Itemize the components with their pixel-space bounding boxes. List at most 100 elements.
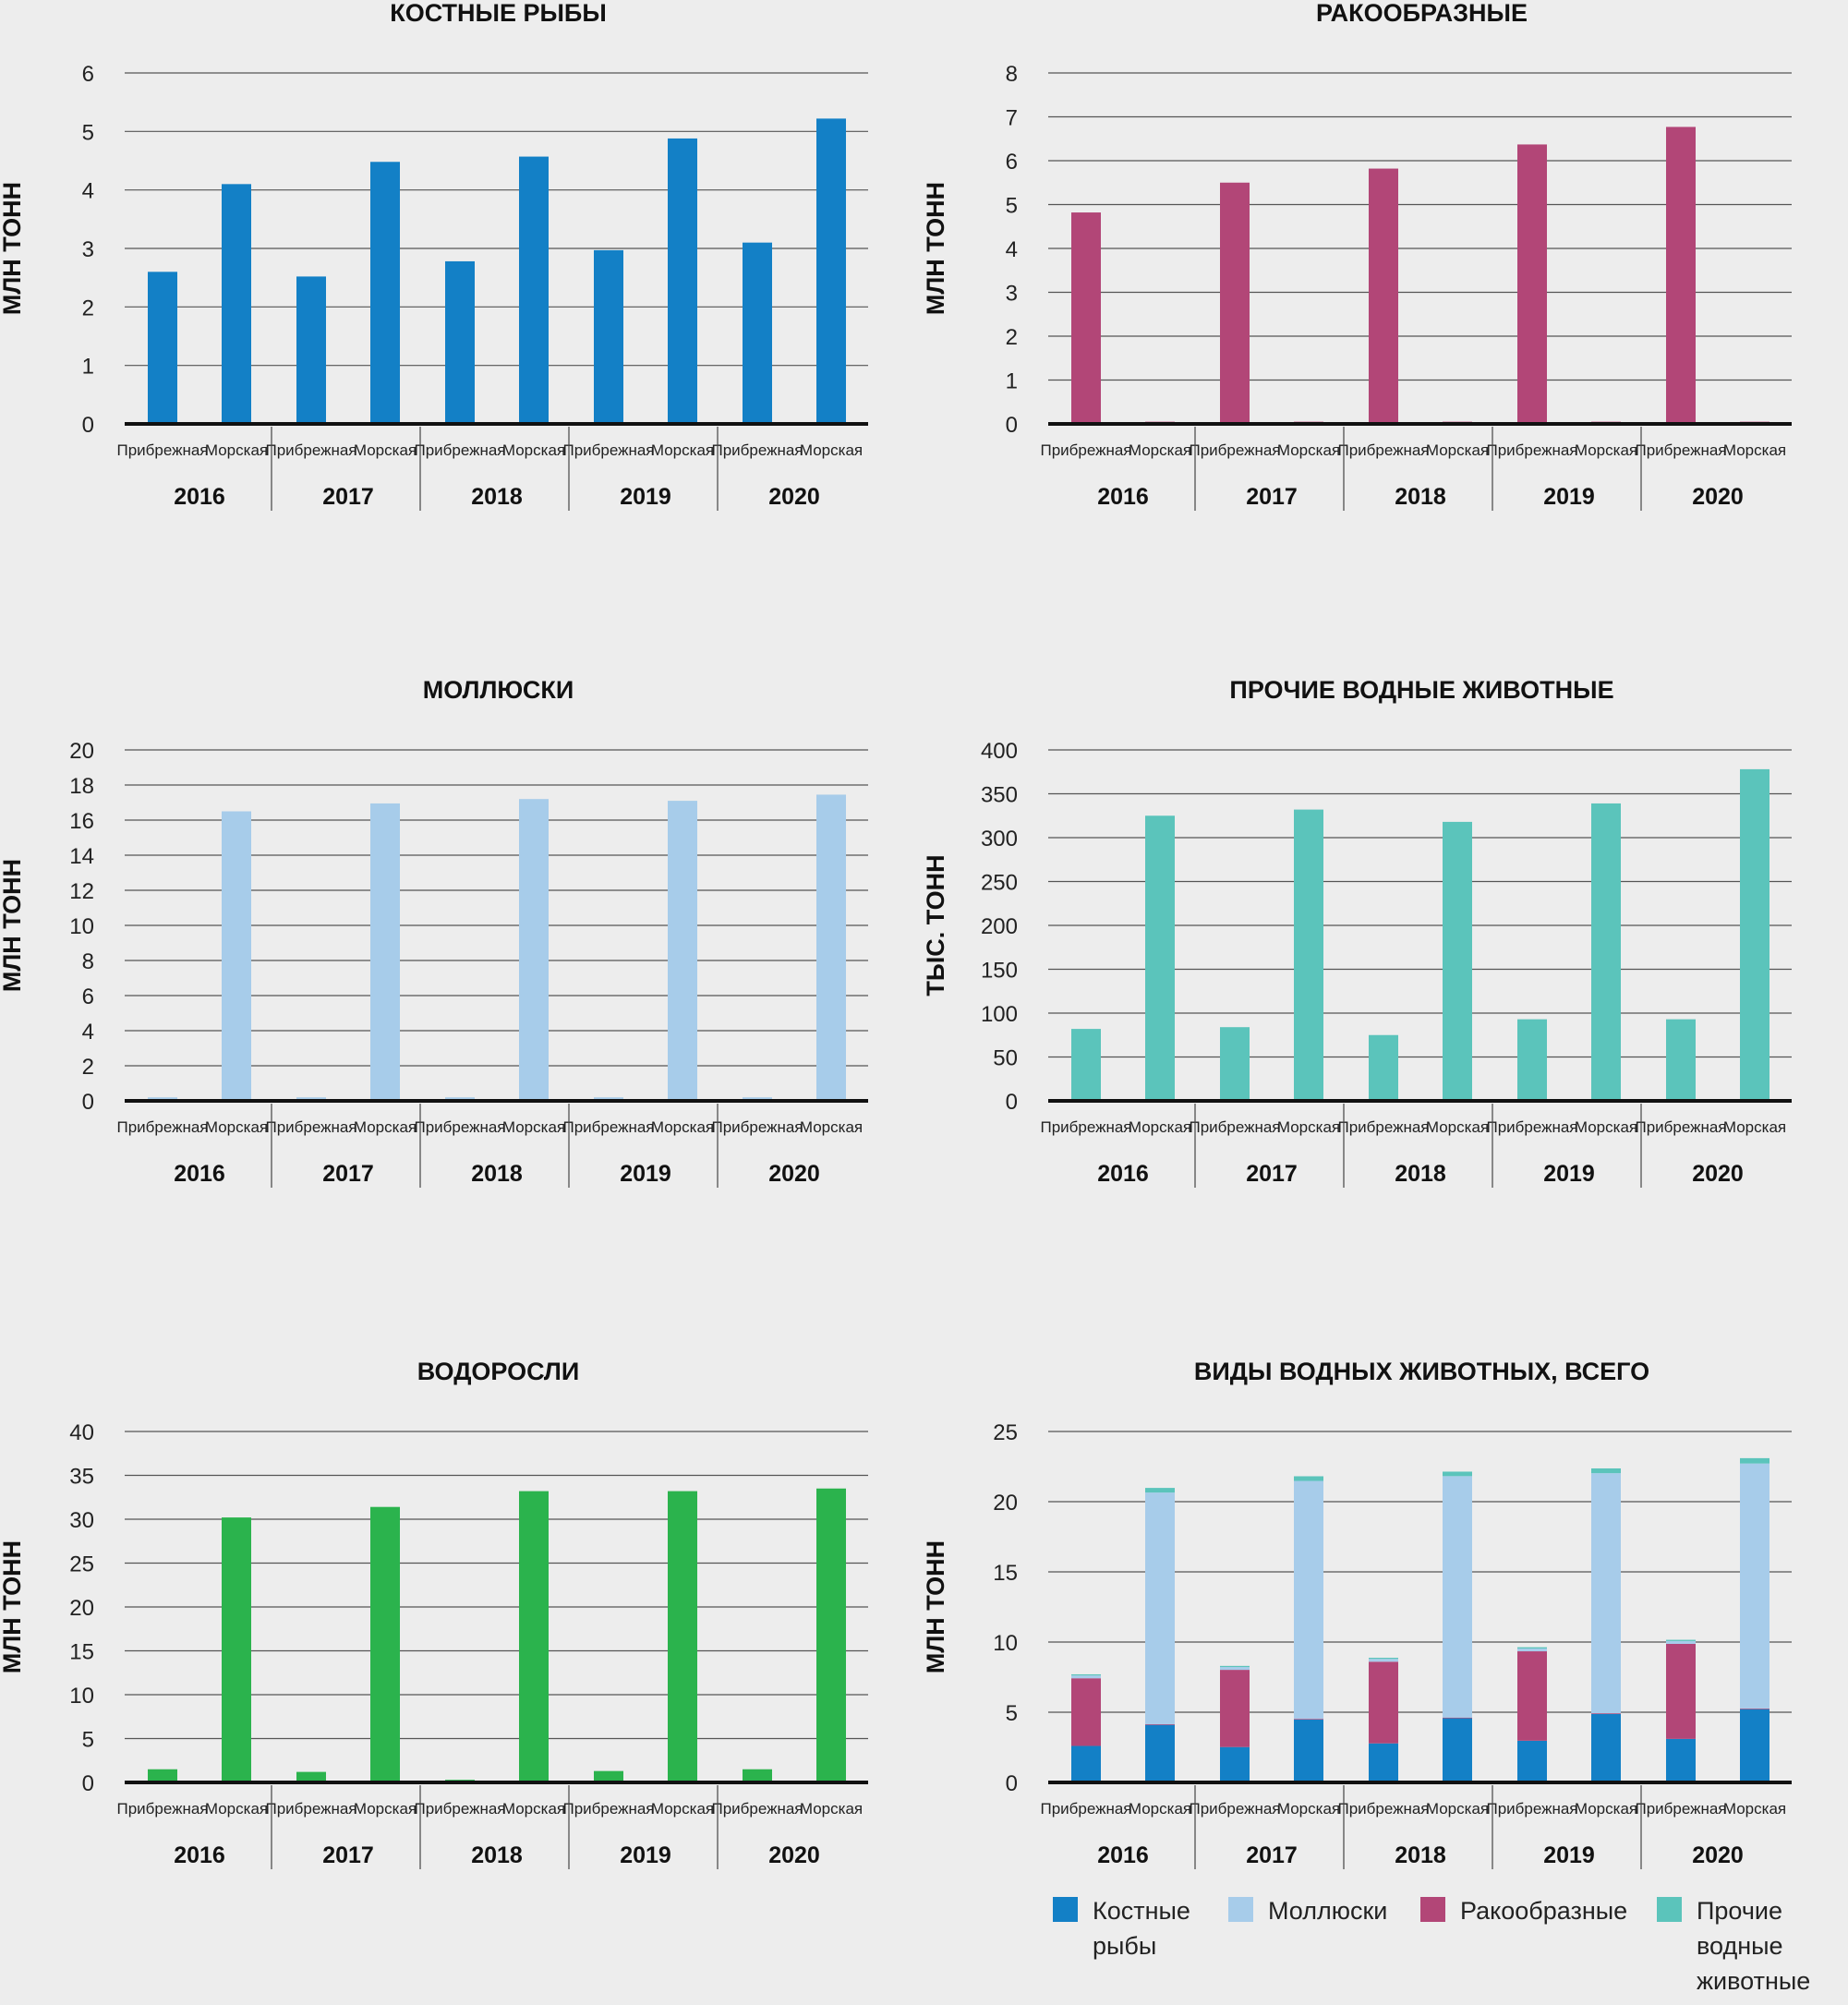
x-year-label: 2017 [322,1842,374,1868]
y-tick-label: 20 [993,1491,1018,1516]
x-category-label: Морская [1575,1800,1637,1818]
bar [148,272,177,424]
bar-segment [1071,1673,1101,1676]
x-year-label: 2020 [1692,1842,1744,1868]
bar-segment [1517,1648,1547,1652]
y-tick-label: 1 [1006,369,1018,394]
chart-title: КОСТНЫЕ РЫБЫ [390,0,607,27]
y-tick-label: 4 [82,179,94,204]
bar-segment [1591,1713,1621,1782]
bar-segment [1591,1473,1621,1714]
x-category-label: Морская [205,1800,268,1818]
x-category-label: Прибрежная [414,1118,505,1136]
y-axis-label: МЛН ТОНН [0,182,26,315]
bar-segment [1666,1640,1696,1644]
bar [222,184,251,425]
bar-segment [1740,1463,1769,1709]
x-category-label: Прибрежная [116,441,208,459]
x-year-label: 2019 [620,484,671,510]
chart-fish: КОСТНЫЕ РЫБЫ МЛН ТОНН 0 1 2 3 4 5 6 Прибрежная Мор… [0,0,924,646]
x-year-label: 2020 [768,484,820,510]
y-tick-label: 20 [69,739,94,764]
x-category-label: Морская [354,1800,417,1818]
bar-segment [1369,1661,1398,1744]
x-category-label: Морская [651,441,714,459]
bar [668,801,697,1101]
x-year-label: 2016 [1097,1161,1149,1187]
x-category-label: Морская [502,1118,565,1136]
chart-moll-svg: МОЛЛЮСКИ МЛН ТОНН 0 2 4 6 8 10 12 14 16 18 20 Прибреж… [0,676,868,1188]
bar-segment [1220,1670,1250,1747]
y-tick-label: 4 [82,1020,94,1045]
x-category-label: Морская [1129,1118,1191,1136]
y-tick-label: 0 [1006,413,1018,438]
bar [1145,815,1175,1101]
x-year-label: 2018 [1395,484,1446,510]
bar [370,162,400,424]
x-category-label: Морская [354,441,417,459]
bar [668,138,697,424]
bar [1220,1027,1250,1101]
y-tick-label: 6 [82,984,94,1009]
x-year-label: 2016 [174,1842,225,1868]
y-tick-label: 16 [69,809,94,834]
chart-algae-svg: ВОДОРОСЛИ МЛН ТОНН 0 5 10 15 20 25 30 35 40 Прибреж… [0,1358,868,1869]
x-category-label: Морская [800,441,863,459]
y-tick-label: 350 [981,783,1018,808]
x-category-label: Морская [502,441,565,459]
x-year-label: 2016 [174,1161,225,1187]
chart-title: МОЛЛЮСКИ [423,676,574,704]
x-category-label: Прибрежная [1337,441,1429,459]
bar-segment [1591,1468,1621,1474]
bar [1591,803,1621,1101]
x-year-label: 2018 [1395,1161,1446,1187]
y-axis-label: МЛН ТОНН [0,1540,26,1673]
x-category-label: Морская [1426,1800,1489,1818]
chart-title: ВОДОРОСЛИ [417,1358,580,1385]
y-tick-label: 20 [69,1596,94,1621]
x-category-label: Прибрежная [1635,1118,1726,1136]
legend-swatch-other-aquatic [1657,1897,1682,1922]
bar [445,260,475,424]
legend-label-bony-fish: Костные рыбы [1093,1897,1190,1960]
bar-segment [1517,1651,1547,1741]
x-year-label: 2019 [1543,1842,1595,1868]
bar [370,803,400,1101]
bar-segment [1740,1709,1769,1782]
chart-total: ВИДЫ ВОДНЫХ ЖИВОТНЫХ, ВСЕГО МЛН ТОНН 0 5 10 1… [922,1358,1847,2005]
x-category-label: Прибрежная [1337,1118,1429,1136]
x-category-label: Прибрежная [562,1118,654,1136]
legend-item-other-aquatic: Прочие водные животные [1657,1893,1846,1999]
y-tick-label: 2 [82,296,94,320]
bar-segment [1591,1713,1621,1714]
y-tick-label: 5 [82,120,94,145]
x-category-label: Морская [800,1800,863,1818]
x-category-label: Прибрежная [265,441,356,459]
x-category-label: Морская [1575,1118,1637,1136]
x-year-label: 2020 [768,1842,820,1868]
y-tick-label: 6 [1006,150,1018,175]
bar [1443,821,1472,1101]
bar-segment [1294,1719,1323,1782]
x-category-label: Прибрежная [1486,1800,1577,1818]
bar-segment [1740,1457,1769,1464]
y-tick-label: 7 [1006,106,1018,131]
bar [1517,1019,1547,1101]
y-tick-label: 6 [82,62,94,87]
x-year-label: 2018 [471,1161,523,1187]
bar-segment [1443,1471,1472,1477]
y-tick-label: 0 [82,413,94,438]
bar [222,811,251,1101]
x-year-label: 2019 [1543,484,1595,510]
bar-segment [1071,1745,1101,1782]
bar-segment [1666,1639,1696,1641]
x-category-label: Морская [354,1118,417,1136]
chart-other-svg: ПРОЧИЕ ВОДНЫЕ ЖИВОТНЫЕ ТЫС. ТОНН 0 50 100 150… [922,676,1792,1188]
bar [594,1770,623,1782]
y-tick-label: 18 [69,774,94,799]
x-category-label: Прибрежная [414,1800,505,1818]
x-category-label: Морская [800,1118,863,1136]
x-category-label: Прибрежная [265,1800,356,1818]
